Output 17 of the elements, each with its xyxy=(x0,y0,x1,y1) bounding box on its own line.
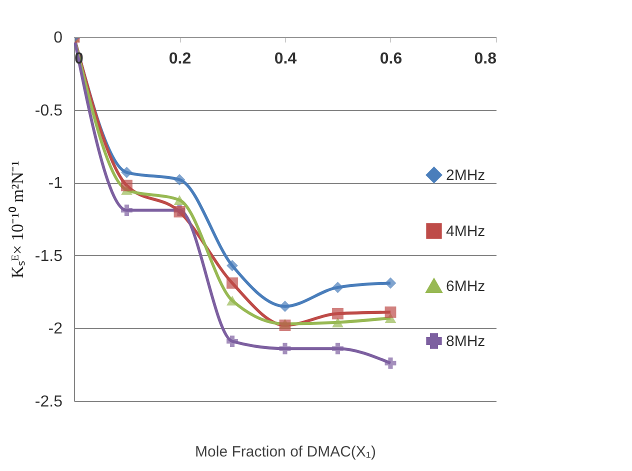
legend-label: 2MHz xyxy=(446,167,486,184)
y-tick-label: -0.5 xyxy=(34,102,63,120)
x-tick-label: 0.8 xyxy=(474,50,497,68)
legend-label: 6MHz xyxy=(446,278,486,295)
x-axis-title: Mole Fraction of DMAC(X₁) xyxy=(195,444,376,460)
y-axis-title: Kₛᴱ× 10⁻¹⁰ m²N⁻¹ xyxy=(8,160,27,278)
x-tick-label: 0.4 xyxy=(274,50,297,68)
y-tick-label: -1 xyxy=(48,175,63,192)
x-tick-label: 0.2 xyxy=(168,50,192,68)
x-tick-label: 0 xyxy=(74,50,84,68)
y-tick-label: -1.5 xyxy=(34,248,63,265)
x-tick-label: 0.6 xyxy=(380,50,402,68)
y-tick-label: -2.5 xyxy=(34,394,63,410)
y-tick-label: -2 xyxy=(48,320,63,338)
legend-label: 4MHz xyxy=(446,223,486,240)
y-tick-label: 0 xyxy=(54,30,63,46)
legend-label: 8MHz xyxy=(446,333,486,350)
